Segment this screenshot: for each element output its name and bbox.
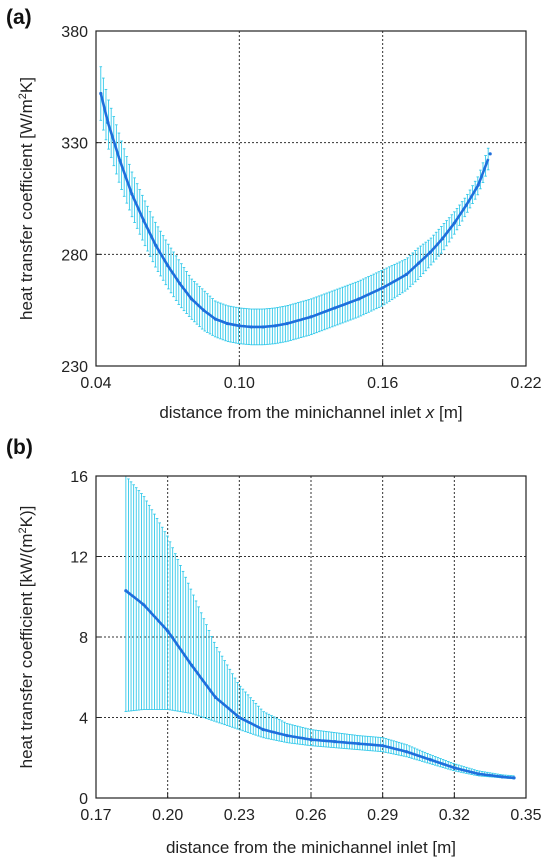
data-series-line (125, 589, 514, 780)
chart-a-svg: 0.04 0.10 0.16 0.22 230 280 330 380 distance fro… (17, 24, 542, 422)
chart-b-svg: 0.17 0.20 0.23 0.26 0.29 0.32 0.35 0 4 8 12 16 dista… (17, 469, 542, 857)
data-point (488, 152, 492, 156)
data-point (452, 221, 456, 225)
data-point (189, 297, 194, 301)
x-tick-label: 0.32 (439, 807, 470, 824)
errorbars-group (124, 475, 515, 780)
y-tick-label: 280 (61, 247, 88, 264)
data-point (130, 192, 134, 196)
data-point (428, 250, 433, 254)
y-tick-label: 230 (61, 359, 88, 376)
data-point (201, 308, 206, 312)
data-point (124, 589, 128, 593)
data-point (416, 261, 421, 265)
y-tick-label: 0 (79, 791, 88, 808)
data-point (309, 315, 313, 319)
plot-frame (95, 30, 527, 367)
x-tick-label: 0.29 (367, 807, 398, 824)
x-tick-label: 0.26 (295, 807, 326, 824)
data-point (189, 663, 194, 667)
data-point (333, 306, 337, 310)
x-axis-label: distance from the minichannel inlet [m] (166, 838, 456, 857)
x-axis-label: distance from the minichannel inlet x [m… (159, 403, 462, 422)
data-point (166, 629, 170, 633)
panel-label-b: (b) (6, 436, 33, 459)
data-point (261, 325, 265, 329)
x-tick-label: 0.35 (510, 807, 541, 824)
y-axis-label: heat transfer coefficient [W/m2K] (17, 77, 36, 320)
data-point (512, 776, 516, 780)
data-point (381, 286, 385, 290)
x-tick-label: 0.16 (367, 375, 398, 392)
x-tick-label: 0.22 (510, 375, 541, 392)
panel-label-a: (a) (6, 6, 32, 29)
data-point (237, 324, 241, 328)
x-tick-label: 0.17 (80, 807, 111, 824)
x-tick-label: 0.04 (80, 375, 111, 392)
data-point (249, 325, 253, 329)
data-series-line (99, 93, 490, 329)
data-point (440, 237, 444, 241)
data-point (142, 219, 146, 223)
data-point (404, 272, 409, 277)
data-point (500, 775, 504, 779)
data-point (285, 321, 289, 326)
data-point (357, 297, 361, 301)
data-point (261, 727, 265, 732)
data-point (381, 744, 385, 748)
data-point (285, 734, 289, 738)
data-point (476, 183, 480, 187)
data-point (309, 738, 313, 742)
y-tick-label: 16 (70, 469, 88, 486)
data-point (333, 740, 337, 744)
x-tick-label: 0.20 (152, 807, 183, 824)
data-point (273, 324, 277, 328)
errorbars-group (99, 66, 490, 346)
y-tick-label: 12 (70, 550, 88, 567)
y-tick-label: 8 (79, 630, 88, 647)
y-axis-label: heat transfer coefficient [kW/(m2K)] (17, 506, 36, 769)
y-tick-label: 380 (61, 24, 88, 41)
data-point (178, 281, 182, 285)
data-point (99, 91, 103, 96)
data-point (428, 758, 433, 762)
data-point (106, 120, 110, 125)
chart-panel-b: (b) 0.17 0.20 0.23 0.26 0.29 0.32 0.35 0 4 8 12 16 d… (0, 430, 544, 860)
data-point (464, 203, 468, 207)
data-point (476, 772, 480, 776)
y-tick-label: 330 (61, 136, 88, 153)
data-point (225, 321, 229, 326)
chart-panel-a: (a) 0.04 0.10 0.16 0.22 230 280 330 380 distance… (6, 6, 542, 422)
data-point (452, 766, 456, 770)
y-tick-label: 4 (79, 711, 88, 728)
data-point (357, 742, 361, 746)
x-tick-label: 0.10 (224, 375, 255, 392)
x-tick-label: 0.23 (224, 807, 255, 824)
data-point (142, 603, 146, 607)
data-point (237, 715, 241, 720)
data-point (404, 750, 409, 754)
data-point (213, 695, 218, 699)
data-point (166, 263, 170, 268)
data-point (213, 317, 218, 321)
data-point (154, 243, 158, 247)
data-point (118, 158, 122, 163)
